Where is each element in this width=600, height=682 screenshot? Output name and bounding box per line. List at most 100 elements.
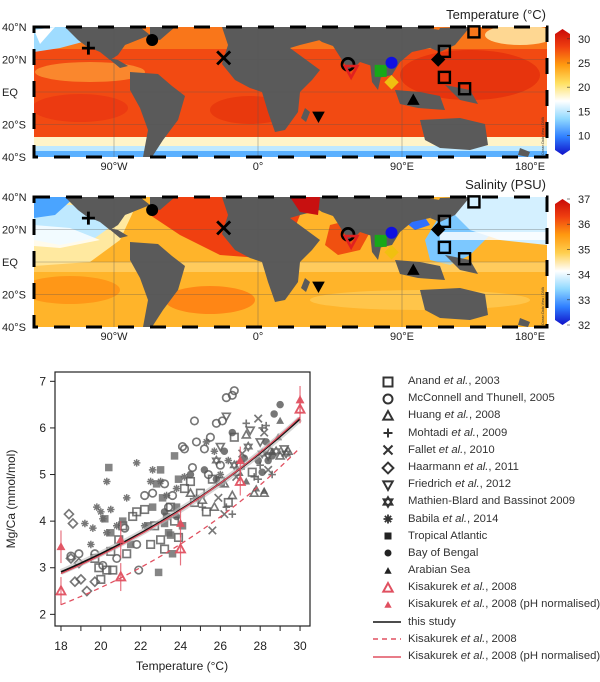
- point-filled-circle: [270, 410, 278, 418]
- point-filled-square: [170, 452, 179, 460]
- point-open-up-triangle: [209, 501, 220, 511]
- point-open-circle: [148, 488, 158, 498]
- kisakurek-point: [55, 584, 68, 596]
- legend-label: Huang et al., 2008: [408, 407, 500, 424]
- point-asterisk: [107, 505, 115, 514]
- y-tick-label: 5: [39, 468, 46, 482]
- site-marker: [312, 111, 325, 123]
- legend-label: Bay of Bengal: [408, 545, 478, 562]
- legend-item: Fallet et al., 2010: [368, 442, 600, 459]
- point-filled-circle: [220, 447, 229, 455]
- kisakurek-point: [56, 542, 66, 551]
- latitude-label: 20°S: [2, 120, 26, 132]
- colorbar-tick-label: 32: [578, 320, 590, 332]
- point-asterisk: [97, 508, 105, 516]
- legend-label-part: , 2008: [485, 581, 517, 594]
- line-solid-icon: [368, 615, 408, 629]
- legend-label: this study: [408, 614, 456, 631]
- latitude-label: 40°N: [2, 22, 27, 34]
- longitude-label: 90°W: [100, 161, 128, 173]
- legend-label-part: et al.: [463, 460, 489, 473]
- legend-label: Mohtadi et al., 2009: [408, 425, 507, 442]
- point-open-circle: [199, 444, 209, 454]
- legend-item: Kisakurek et al., 2008 (pH normalised): [368, 596, 600, 613]
- y-axis-label: Mg/Ca (mmol/mol): [4, 450, 18, 549]
- legend-symbol: [384, 549, 392, 557]
- point-plus: [228, 510, 237, 518]
- point-x: [208, 526, 217, 535]
- legend-symbol: [381, 408, 395, 421]
- legend-item: Kisakurek et al., 2008: [368, 631, 600, 648]
- longitude-labels: 90°W 0° 90°E 180°E: [100, 161, 545, 173]
- latitude-label: EQ: [2, 87, 18, 99]
- x-tick-label: 30: [293, 639, 307, 653]
- legend-label-part: et al.: [438, 443, 464, 456]
- legend-label: Arabian Sea: [408, 562, 470, 579]
- kisakurek-points: [55, 385, 307, 606]
- latitude-label: 40°S: [2, 152, 26, 164]
- legend-label: Anand et al., 2003: [408, 373, 500, 390]
- point-asterisk: [140, 522, 149, 530]
- point-open-up-triangle: [226, 489, 238, 500]
- point-asterisk: [216, 470, 225, 479]
- point-filled-square: [152, 480, 161, 488]
- legend-label-part: Babila: [408, 512, 443, 525]
- legend-label: Babila et al., 2014: [408, 511, 498, 528]
- filled-circle-icon: [368, 546, 408, 560]
- site-marker: [437, 70, 452, 85]
- legend-item: Mohtadi et al., 2009: [368, 425, 600, 442]
- point-plus: [268, 470, 276, 479]
- point-open-square: [201, 507, 211, 517]
- legend-label: Kisakurek et al., 2008: [408, 579, 517, 596]
- point-plus: [222, 503, 231, 511]
- point-open-diamond: [75, 573, 87, 586]
- point-filled-square: [174, 475, 183, 483]
- point-asterisk: [93, 503, 101, 511]
- map-frame: [32, 195, 549, 329]
- point-asterisk: [210, 447, 219, 455]
- asterisk-icon: [368, 512, 408, 526]
- legend-item: this study: [368, 614, 600, 631]
- legend-label-part: , 2010: [463, 443, 495, 456]
- latitude-label: 40°S: [2, 322, 26, 334]
- x-icon: [368, 443, 408, 457]
- point-open-circle: [229, 386, 239, 396]
- x-axis: 18 20 22 24 26 28 30: [54, 626, 307, 653]
- legend-label-part: Huang: [408, 409, 445, 422]
- point-filled-square: [148, 503, 157, 511]
- legend-item: Kisakurek et al., 2008: [368, 579, 600, 596]
- point-filled-square: [105, 463, 113, 472]
- site-marker: [374, 64, 387, 77]
- legend-label-part: Haarmann: [408, 460, 464, 473]
- point-open-up-triangle: [185, 487, 196, 497]
- point-open-diamond: [65, 552, 77, 565]
- site-marker: [146, 34, 159, 46]
- plus-icon: [368, 426, 408, 440]
- x-axis-label: Temperature (°C): [136, 659, 228, 673]
- point-filled-square: [118, 517, 127, 525]
- legend-label-part: , 2011: [488, 460, 519, 473]
- legend-symbol: [381, 460, 395, 475]
- point-open-diamond: [89, 576, 101, 588]
- colorbar-gradient: [555, 199, 570, 325]
- legend-symbol: [383, 428, 393, 438]
- point-x: [259, 428, 269, 437]
- point-filled-square: [160, 519, 169, 528]
- latitude-label: 20°S: [2, 290, 26, 302]
- legend-item: Kisakurek et al., 2008 (pH normalised): [368, 648, 600, 665]
- longitude-label: 0°: [253, 161, 264, 173]
- longitude-label: 90°W: [100, 331, 128, 343]
- point-open-square: [108, 565, 118, 575]
- star-of-david-icon: [368, 495, 408, 509]
- site-marker: [384, 75, 399, 90]
- colorbar-tick-label: 37: [578, 194, 590, 206]
- legend-label-part: et al.: [442, 512, 468, 525]
- legend-symbol: [381, 480, 395, 492]
- legend-item: Tropical Atlantic: [368, 528, 600, 545]
- legend-label-part: et al.: [455, 478, 480, 491]
- legend-label-part: , 2003: [468, 375, 500, 387]
- point-filled-up-triangle: [276, 416, 285, 424]
- point-asterisk: [224, 456, 233, 465]
- legend-label-part: et al.: [460, 632, 486, 645]
- legend-label-part: , 2014: [467, 512, 499, 525]
